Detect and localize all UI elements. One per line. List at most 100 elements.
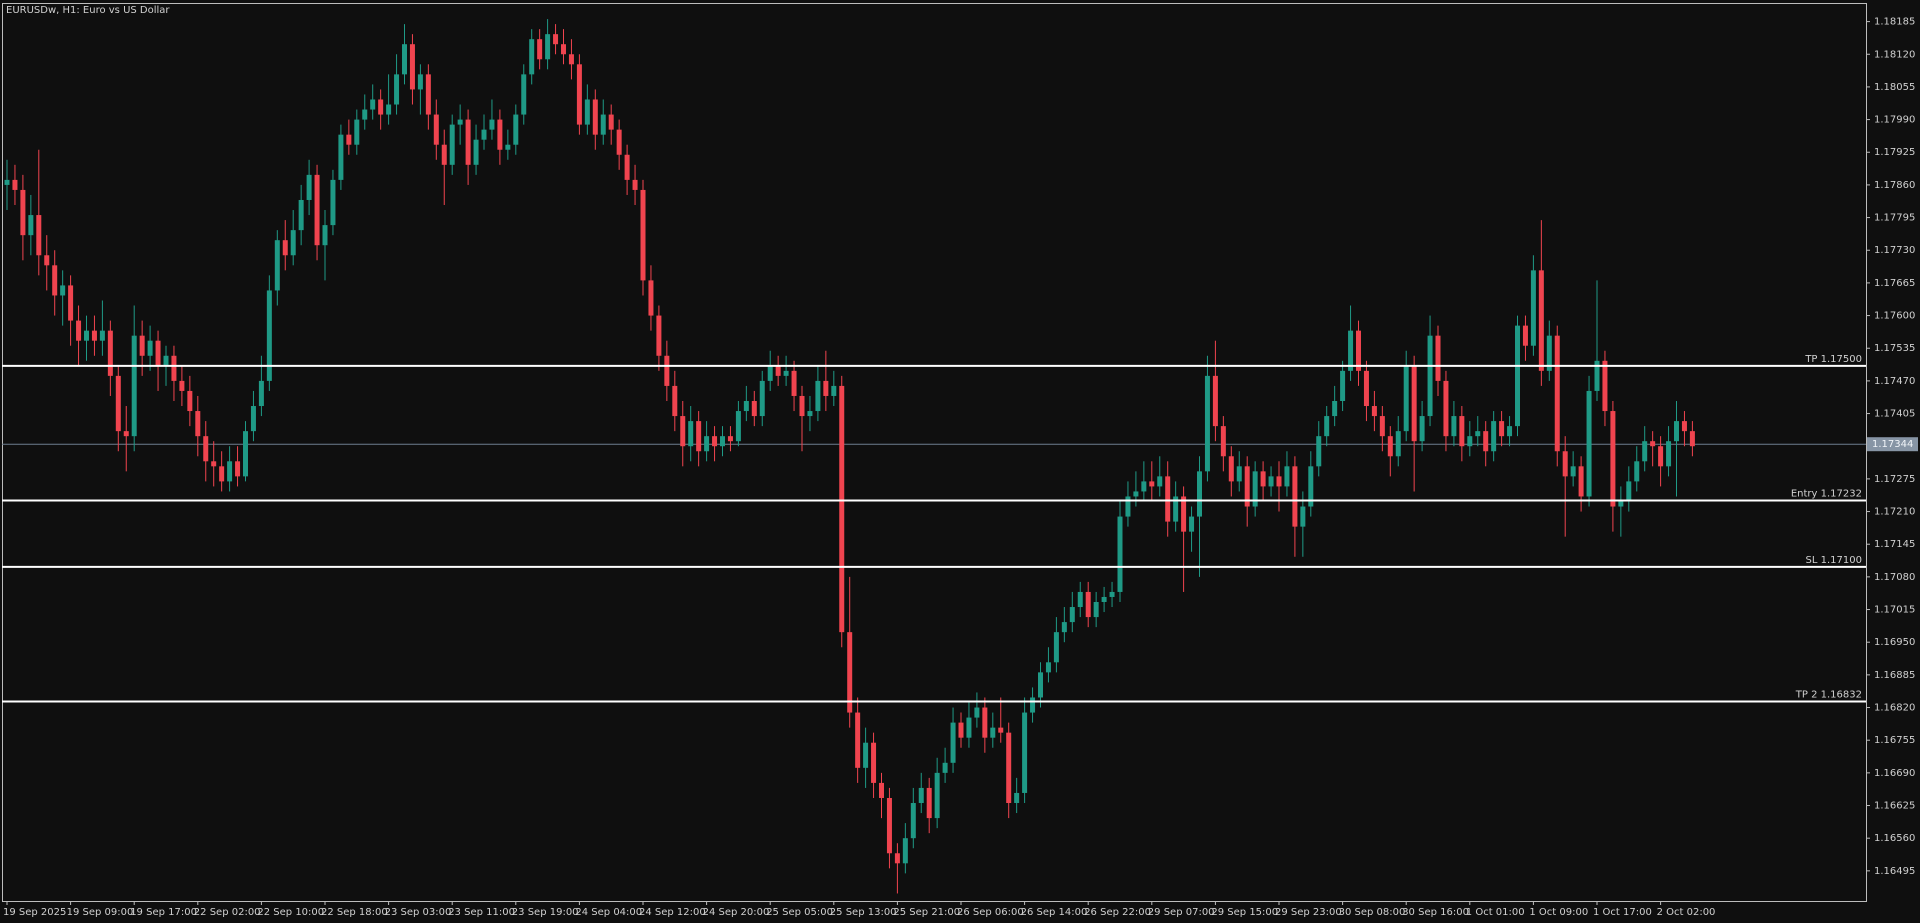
candle-body <box>664 355 670 386</box>
candle-body <box>1562 451 1568 477</box>
candle-body <box>545 34 551 60</box>
candle-body <box>76 320 82 341</box>
y-tick-label: 1.18120 <box>1874 49 1915 60</box>
candle-body <box>521 74 527 115</box>
candle-body <box>84 330 89 341</box>
y-tick-label: 1.17015 <box>1874 605 1915 616</box>
candle-body <box>481 129 487 140</box>
candle-body <box>680 416 686 447</box>
level-label: Entry 1.17232 <box>1791 488 1862 499</box>
x-tick-label: 23 Sep 11:00 <box>448 907 515 918</box>
candle-body <box>505 144 511 150</box>
x-tick-label: 19 Sep 09:00 <box>67 907 134 918</box>
candle-body <box>1061 622 1067 633</box>
candle-body <box>688 421 694 447</box>
candle-body <box>1133 491 1139 497</box>
candle-body <box>1475 431 1481 437</box>
x-tick-label: 1 Oct 09:00 <box>1529 907 1588 918</box>
y-tick-label: 1.17275 <box>1874 474 1915 485</box>
candle-body <box>1141 481 1147 492</box>
candle-body <box>537 39 543 60</box>
x-tick-label: 24 Sep 20:00 <box>703 907 770 918</box>
candle-body <box>879 782 884 798</box>
candle-body <box>36 215 42 256</box>
candle-body <box>1165 476 1171 522</box>
candle-body <box>1197 471 1202 517</box>
candle-body <box>123 431 129 437</box>
candle-body <box>1244 466 1250 507</box>
x-tick-label: 19 Sep 2025 <box>3 907 66 918</box>
candle-body <box>1212 375 1218 427</box>
candle-body <box>362 109 368 120</box>
y-tick-label: 1.17925 <box>1874 147 1915 158</box>
candle-body <box>1053 632 1059 663</box>
candle-body <box>1689 431 1695 447</box>
candle-body <box>1483 431 1489 452</box>
candle-body <box>1348 330 1354 371</box>
y-tick-label: 1.17665 <box>1874 278 1915 289</box>
y-tick-label: 1.16950 <box>1874 637 1915 648</box>
candle-body <box>783 370 789 376</box>
candle-body <box>258 380 264 407</box>
candle-body <box>513 114 519 145</box>
candle-body <box>115 375 121 432</box>
x-tick-label: 30 Sep 16:00 <box>1402 907 1469 918</box>
candle-body <box>394 74 400 105</box>
candle-body <box>298 199 304 231</box>
candle-body <box>346 134 352 145</box>
candle-body <box>354 119 360 145</box>
candle-body <box>735 411 741 442</box>
y-tick-label: 1.16495 <box>1874 866 1915 877</box>
candle-body <box>982 707 988 738</box>
candle-body <box>696 421 702 452</box>
candle-body <box>1260 471 1266 487</box>
candle-body <box>1228 456 1234 482</box>
candle-body <box>402 44 407 75</box>
x-tick-label: 25 Sep 13:00 <box>830 907 897 918</box>
candle-body <box>1316 436 1322 467</box>
candle-body <box>1674 421 1679 442</box>
candle-body <box>886 797 892 854</box>
candle-body <box>902 838 908 864</box>
candle-body <box>409 44 415 90</box>
candle-body <box>1379 416 1385 437</box>
candle-body <box>1109 591 1115 597</box>
candle-body <box>1451 416 1457 437</box>
current-price-label: 1.17344 <box>1872 439 1913 450</box>
x-tick-label: 2 Oct 02:00 <box>1657 907 1716 918</box>
level-label: TP 2 1.16832 <box>1795 690 1862 701</box>
candle-body <box>449 124 455 165</box>
candle-body <box>584 99 590 125</box>
candle-body <box>942 762 948 773</box>
y-tick-label: 1.16625 <box>1874 801 1915 812</box>
candle-body <box>855 712 861 768</box>
candle-body <box>1324 416 1330 437</box>
level-label: TP 1.17500 <box>1804 354 1862 365</box>
candle-body <box>918 787 924 804</box>
candle-body <box>465 119 471 165</box>
candle-body <box>1499 421 1505 437</box>
candle-body <box>640 189 646 281</box>
candle-body <box>767 365 773 381</box>
candle-body <box>195 411 201 437</box>
candle-body <box>1427 335 1433 417</box>
candle-body <box>894 853 900 864</box>
candle-body <box>1284 466 1290 487</box>
candle-body <box>592 99 598 135</box>
candle-body <box>1443 380 1449 437</box>
candle-body <box>871 742 877 783</box>
candle-body <box>1507 426 1513 437</box>
y-tick-label: 1.17860 <box>1874 180 1915 191</box>
candle-body <box>672 385 678 417</box>
y-tick-label: 1.17795 <box>1874 213 1915 224</box>
x-tick-label: 23 Sep 03:00 <box>385 907 452 918</box>
y-tick-label: 1.16820 <box>1874 703 1915 714</box>
candle-body <box>1006 732 1012 804</box>
candle-body <box>743 400 749 412</box>
y-tick-label: 1.18055 <box>1874 82 1915 93</box>
y-tick-label: 1.17210 <box>1874 507 1915 518</box>
candle-body <box>712 436 718 447</box>
candle-body <box>1069 607 1075 623</box>
candle-body <box>950 722 956 763</box>
